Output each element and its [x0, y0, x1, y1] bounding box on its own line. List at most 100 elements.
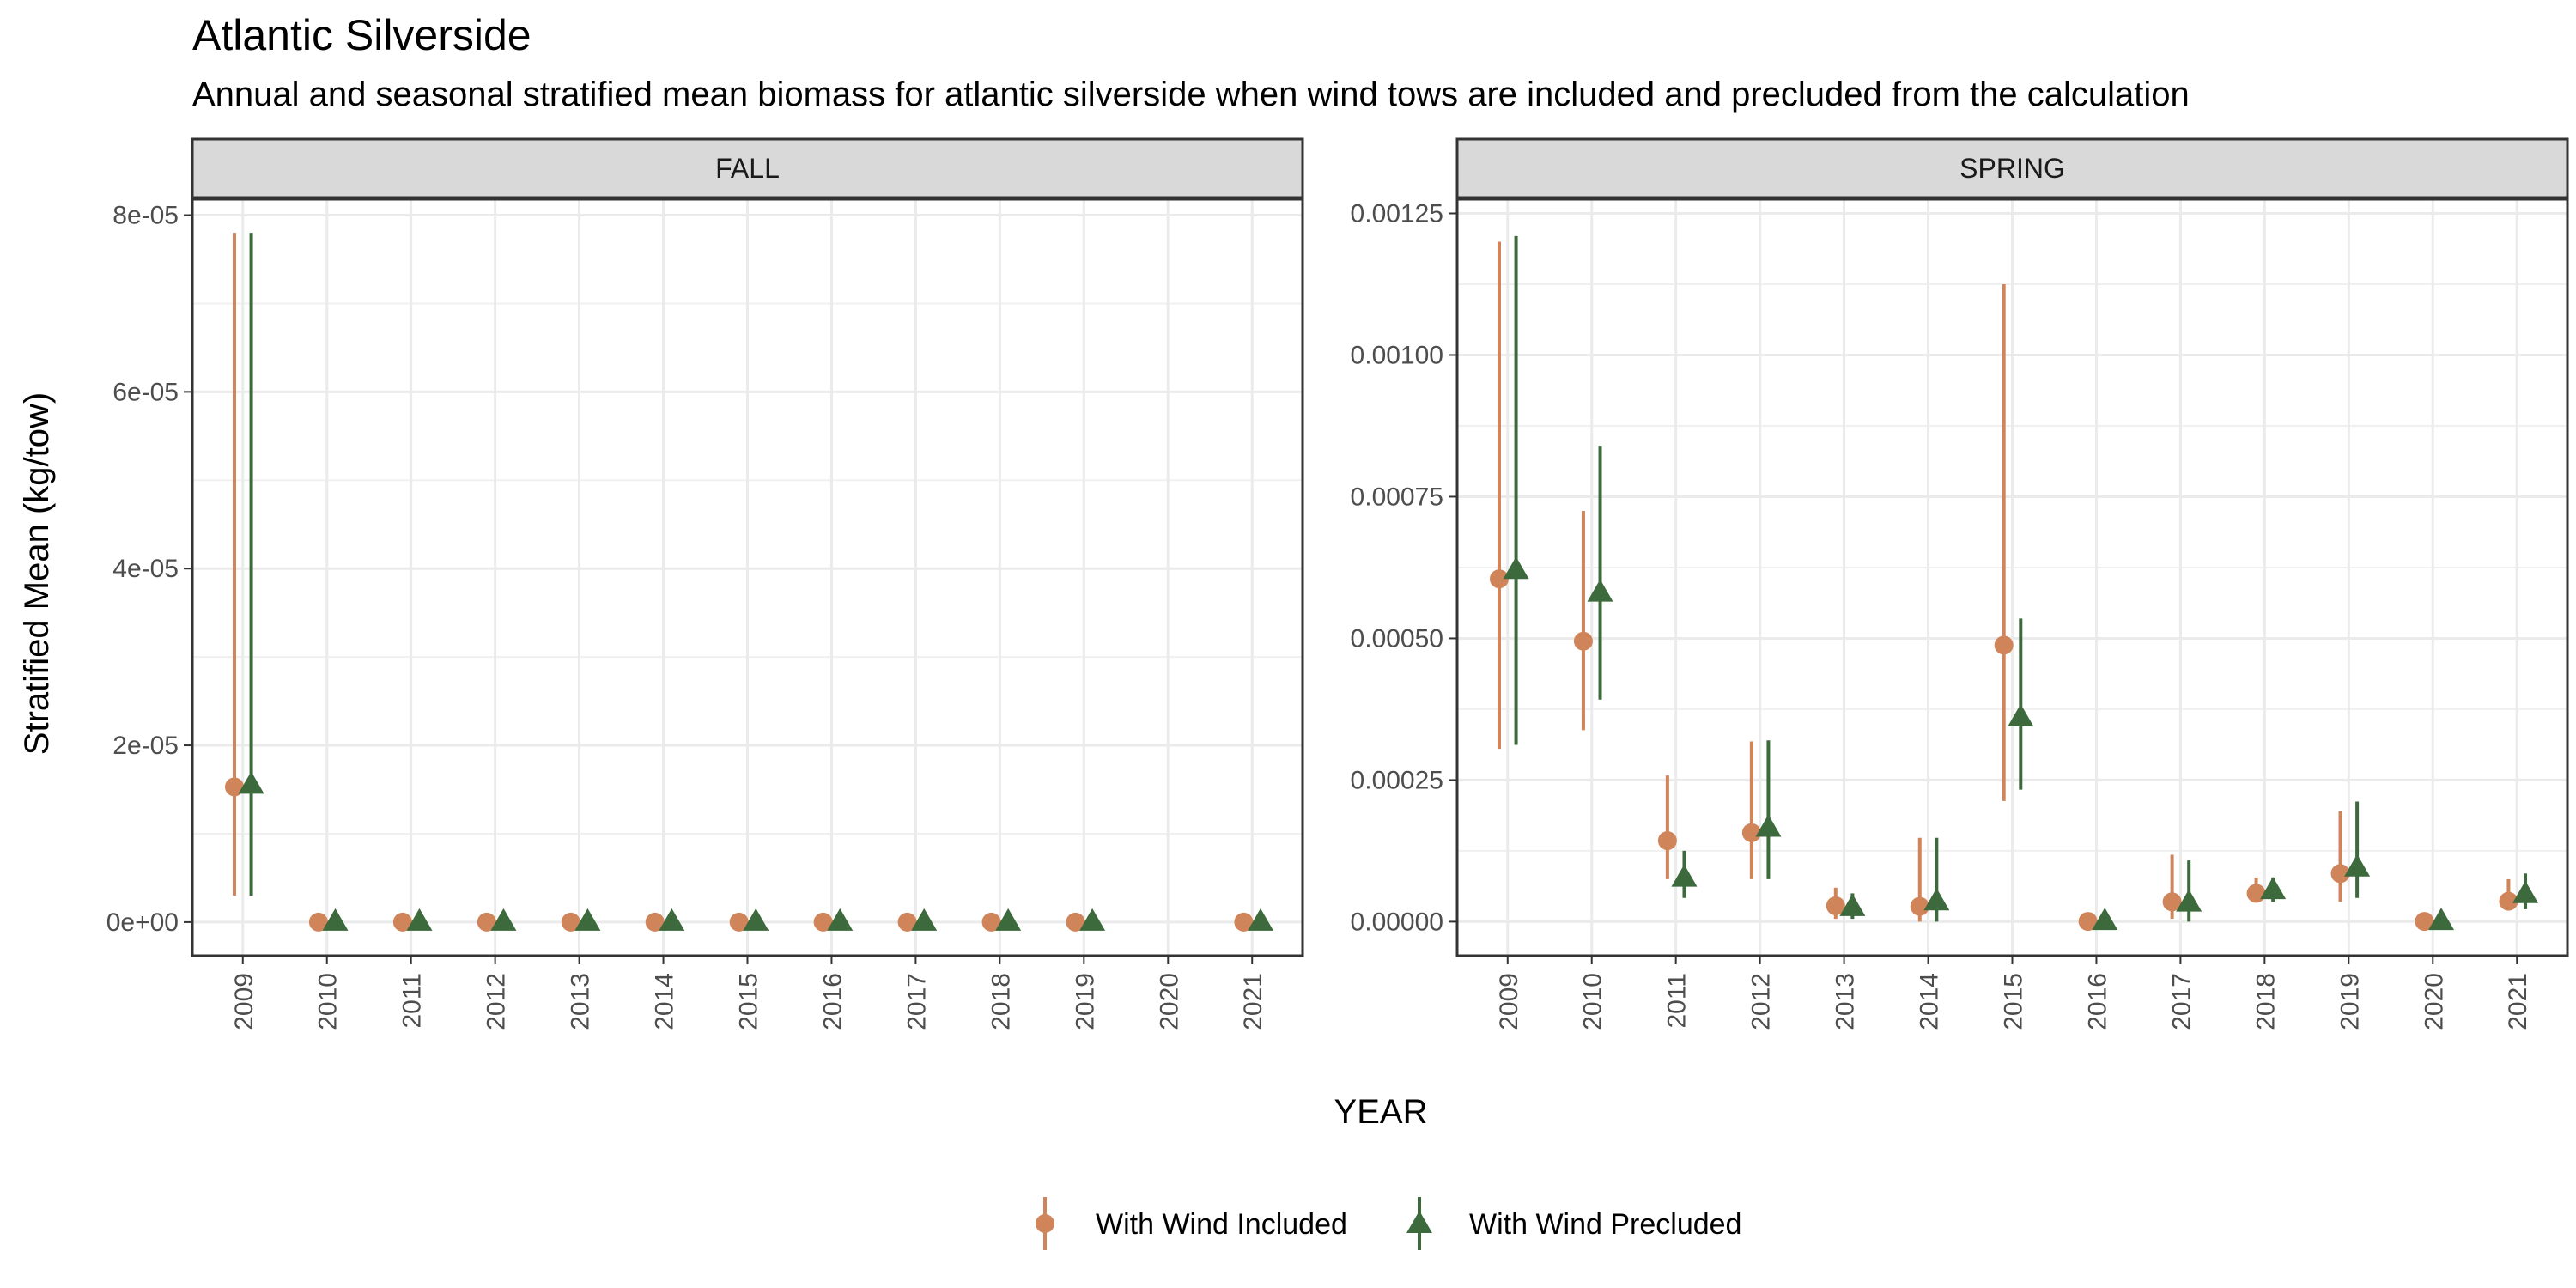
y-axis-title: Stratified Mean (kg/tow) [18, 392, 56, 755]
point-included [981, 912, 1001, 932]
point-precluded [1755, 814, 1782, 837]
facet-strip [1455, 137, 2569, 199]
y-tick-label: 8e-05 [112, 202, 179, 230]
panel-spring: 0.00000 0.00025 0.00050 0.00075 0.00100 0.001… [1351, 137, 2569, 1030]
x-tick-label: 2014 [651, 973, 679, 1030]
x-tick-label: 2015 [735, 973, 763, 1030]
x-tick-label: 2013 [567, 973, 595, 1030]
x-axis-title: YEAR [1334, 1093, 1428, 1131]
point-precluded [1248, 908, 1274, 931]
point-included [1910, 896, 1929, 916]
point-included [561, 912, 580, 932]
y-tick-label: 0e+00 [106, 908, 179, 937]
legend: With Wind Included With Wind Precluded [1036, 1197, 1741, 1250]
point-precluded [995, 908, 1022, 931]
x-tick-label: 2020 [2420, 973, 2448, 1030]
point-precluded [406, 908, 433, 931]
y-tick-label: 0.00125 [1351, 199, 1443, 228]
x-tick-label: 2009 [1495, 973, 1523, 1030]
point-included [1657, 831, 1677, 851]
point-included [813, 912, 833, 932]
y-tick-label: 0.00000 [1351, 908, 1443, 936]
y-tick-label: 2e-05 [112, 732, 179, 760]
point-precluded [2344, 854, 2371, 877]
point-precluded [490, 908, 517, 931]
point-precluded [827, 908, 854, 931]
y-tick-label: 0.00025 [1351, 766, 1443, 794]
point-included [2499, 891, 2518, 911]
x-tick-label: 2013 [1832, 973, 1860, 1030]
x-tick-label: 2018 [2251, 973, 2280, 1030]
point-precluded [1587, 579, 1613, 602]
x-tick-label: 2020 [1155, 973, 1183, 1030]
x-tick-label: 2010 [314, 973, 343, 1030]
point-included [897, 912, 917, 932]
legend-item-included: With Wind Included [1036, 1197, 1347, 1250]
point-precluded [1079, 908, 1106, 931]
point-precluded [1503, 556, 1529, 580]
legend-included-label: With Wind Included [1096, 1208, 1347, 1241]
x-tick-label: 2011 [398, 973, 427, 1029]
legend-item-precluded: With Wind Precluded [1406, 1197, 1741, 1250]
point-precluded [2176, 889, 2202, 912]
x-tick-label: 2011 [1663, 973, 1692, 1029]
x-tick-label: 2018 [987, 973, 1015, 1030]
x-tick-label: 2016 [2083, 973, 2111, 1030]
legend-precluded-label: With Wind Precluded [1469, 1208, 1741, 1241]
legend-precluded-triangle-icon [1406, 1211, 1432, 1233]
point-included [1826, 896, 1845, 915]
point-precluded [2092, 908, 2118, 931]
y-tick-label: 6e-05 [112, 378, 179, 406]
chart-panels: 0e+00 2e-05 4e-05 6e-05 8e-05 2009 2010 2011 201… [106, 137, 2569, 1030]
point-precluded [2512, 880, 2539, 903]
x-tick-label: 2019 [1071, 973, 1099, 1030]
point-precluded [322, 908, 349, 931]
x-tick-label: 2021 [2504, 973, 2532, 1030]
x-tick-label: 2017 [2167, 973, 2196, 1030]
panel-fall: 0e+00 2e-05 4e-05 6e-05 8e-05 2009 2010 2011 201… [106, 137, 1304, 1030]
point-included [2078, 912, 2098, 932]
chart-subtitle: Annual and seasonal stratified mean biom… [192, 76, 2190, 113]
point-included [2246, 884, 2266, 903]
point-precluded [2008, 703, 2034, 726]
y-tick-label: 0.00050 [1351, 624, 1443, 653]
point-included [477, 912, 496, 932]
point-precluded [2428, 908, 2455, 931]
point-included [1994, 635, 2014, 655]
panel-border [1455, 197, 2569, 957]
point-precluded [2260, 877, 2287, 900]
x-tick-label: 2010 [1579, 973, 1607, 1030]
point-precluded [911, 908, 938, 931]
point-included [1741, 823, 1761, 842]
point-precluded [574, 908, 601, 931]
point-included [2330, 864, 2350, 884]
point-included [1573, 631, 1593, 651]
legend-included-circle-icon [1036, 1214, 1054, 1233]
point-precluded [1839, 893, 1866, 916]
point-precluded [1671, 864, 1698, 887]
x-tick-label: 2014 [1916, 973, 1944, 1030]
panel-border [191, 197, 1304, 957]
point-included [1066, 912, 1085, 932]
facet-strip-label: SPRING [1959, 153, 2065, 184]
point-included [729, 912, 749, 932]
point-included [2162, 892, 2182, 912]
facet-strip [191, 137, 1304, 199]
x-tick-label: 2016 [818, 973, 847, 1030]
x-tick-label: 2015 [2000, 973, 2028, 1030]
x-tick-label: 2021 [1239, 973, 1267, 1030]
point-included [1489, 569, 1509, 589]
chart-title: Atlantic Silverside [192, 11, 532, 59]
x-tick-label: 2009 [230, 973, 258, 1030]
point-precluded [238, 771, 264, 794]
x-tick-label: 2012 [483, 973, 511, 1030]
point-included [2415, 912, 2434, 932]
y-tick-label: 0.00075 [1351, 483, 1443, 511]
y-tick-label: 4e-05 [112, 555, 179, 583]
point-included [392, 912, 412, 932]
point-included [1234, 912, 1254, 932]
point-precluded [1923, 888, 1950, 911]
point-included [308, 912, 328, 932]
point-precluded [659, 908, 685, 931]
